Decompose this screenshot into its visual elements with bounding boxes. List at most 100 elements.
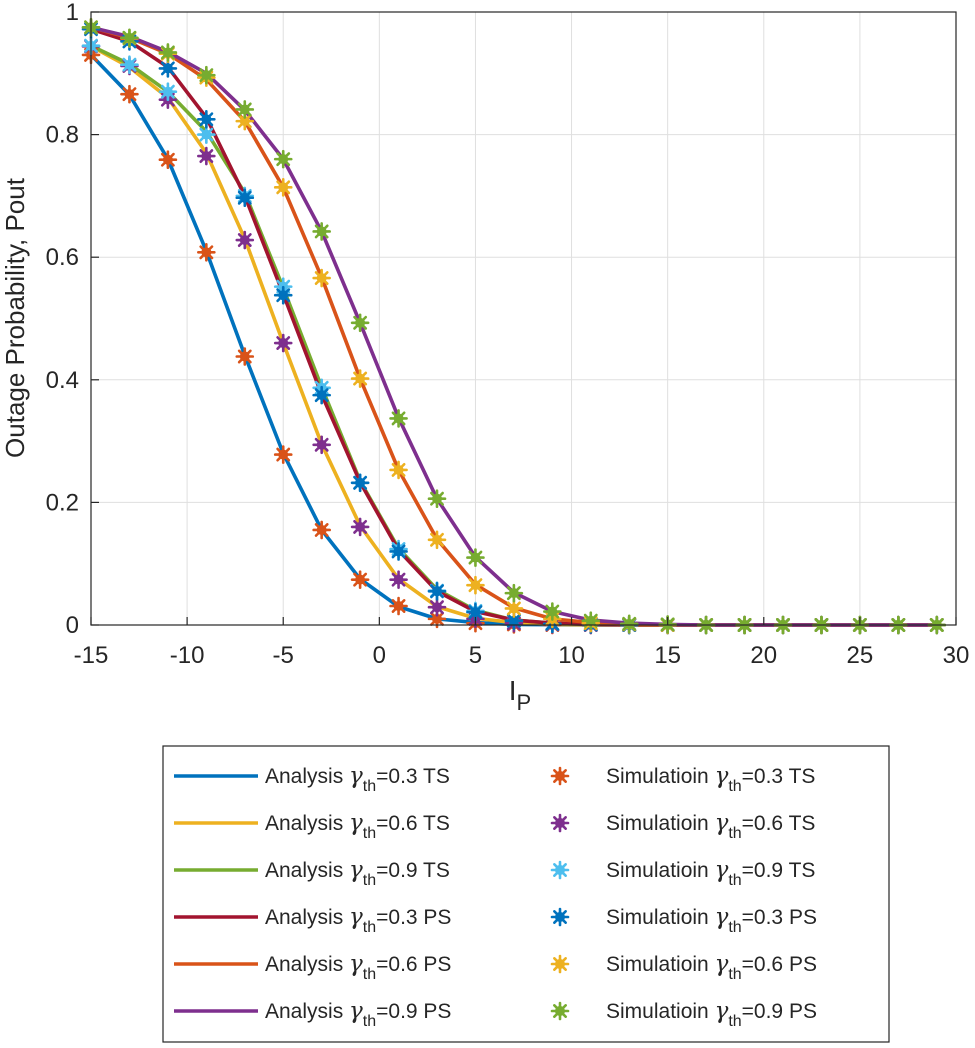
legend-label-analysis-2: Analysis γth=0.6 TS <box>265 810 450 842</box>
data-point <box>466 602 485 622</box>
data-point <box>120 28 139 48</box>
marker-spoke <box>553 863 567 877</box>
data-point <box>350 570 370 589</box>
legend-sub: th <box>728 919 741 936</box>
marker-spoke <box>199 112 214 127</box>
marker-spoke <box>276 180 291 195</box>
data-point <box>273 285 293 305</box>
marker-spoke <box>160 84 175 99</box>
legend-label-analysis-5: Analysis γth=0.6 PS <box>265 951 451 983</box>
marker-spoke <box>353 371 368 386</box>
legend-prefix: Analysis <box>265 859 349 882</box>
data-point <box>350 473 370 493</box>
data-point <box>197 242 216 262</box>
marker-spoke <box>391 462 406 477</box>
legend-marker-swatch <box>550 907 570 927</box>
data-point <box>350 517 370 537</box>
marker-spoke <box>391 544 406 559</box>
legend-suffix: =0.6 PS <box>742 953 817 976</box>
data-point <box>389 542 408 561</box>
legend-prefix: Analysis <box>265 812 349 835</box>
legend-greek: γ <box>349 810 363 836</box>
legend-suffix: =0.3 TS <box>376 765 450 788</box>
x-tick-label: 15 <box>654 642 681 669</box>
marker-spoke <box>553 1004 567 1018</box>
data-point <box>389 409 408 428</box>
data-point <box>312 385 331 405</box>
legend-box <box>162 745 890 1043</box>
legend-suffix: =0.3 TS <box>742 765 816 788</box>
legend-sub: th <box>363 919 376 936</box>
legend-greek: γ <box>349 951 363 977</box>
y-tick-label: 0 <box>66 612 79 639</box>
legend-sub: th <box>363 778 376 795</box>
legend-prefix: Analysis <box>265 1000 349 1023</box>
data-point <box>427 530 447 550</box>
data-point <box>312 520 331 540</box>
marker-spoke <box>199 149 214 164</box>
data-point <box>389 596 408 616</box>
legend-suffix: =0.9 PS <box>376 1000 451 1023</box>
marker-spoke <box>314 437 329 452</box>
data-point <box>120 84 139 104</box>
series-markers-6 <box>81 18 947 635</box>
legend-greek: γ <box>715 810 729 836</box>
marker-spoke <box>468 578 483 593</box>
data-point <box>427 609 447 629</box>
data-point <box>273 178 293 197</box>
legend-label-simulation-6: Simulatioin γth=0.9 PS <box>606 998 817 1030</box>
marker-spoke <box>553 769 567 783</box>
marker-spoke <box>391 411 406 426</box>
data-point <box>120 55 139 75</box>
legend-suffix: =0.3 PS <box>376 906 451 929</box>
data-point <box>389 570 408 589</box>
marker-spoke <box>506 601 521 616</box>
legend-greek: γ <box>349 904 363 930</box>
x-tick-label: 10 <box>558 642 585 669</box>
data-point <box>312 268 331 288</box>
marker-spoke <box>353 572 368 587</box>
data-point <box>504 583 524 603</box>
data-point <box>350 313 370 333</box>
marker-spoke <box>160 61 175 76</box>
data-point <box>619 614 639 634</box>
legend-greek: γ <box>715 951 729 977</box>
legend-suffix: =0.6 PS <box>376 953 451 976</box>
legend-greek: γ <box>715 857 729 883</box>
y-tick-label: 0.8 <box>46 122 79 149</box>
legend-marker-swatch <box>550 766 570 786</box>
data-point <box>466 575 485 595</box>
legend-suffix: =0.9 PS <box>742 1000 817 1023</box>
legend-greek: γ <box>715 904 729 930</box>
data-point <box>158 150 178 170</box>
legend-label-analysis-6: Analysis γth=0.9 PS <box>265 998 451 1030</box>
x-tick-label: 5 <box>469 642 482 669</box>
legend-label-analysis-1: Analysis γth=0.3 TS <box>265 763 450 795</box>
data-point <box>427 597 447 617</box>
marker-spoke <box>237 349 252 364</box>
data-point <box>235 100 255 119</box>
axis-ticks: -15 -10 -5 0 5 10 15 20 25 30 0 0.2 0.4 0.6 0.8 1 <box>46 0 970 669</box>
legend-prefix: Simulatioin <box>606 765 715 788</box>
marker-spoke <box>545 604 560 619</box>
y-tick-label: 0.4 <box>46 367 79 394</box>
marker-spoke <box>276 288 291 303</box>
marker-spoke <box>122 30 137 45</box>
legend-prefix: Simulatioin <box>606 812 715 835</box>
marker-spoke <box>553 957 567 971</box>
legend-sub: th <box>728 966 741 983</box>
legend-suffix: =0.6 TS <box>742 812 816 835</box>
marker-spoke <box>553 910 567 924</box>
x-tick-label: 0 <box>373 642 386 669</box>
marker-spoke <box>199 68 214 83</box>
y-tick-label: 0.2 <box>46 489 79 516</box>
data-point <box>197 65 216 85</box>
legend-sub: th <box>728 872 741 889</box>
data-point <box>312 222 331 241</box>
data-point <box>158 43 178 62</box>
x-tick-label: -5 <box>273 642 294 669</box>
data-point <box>273 445 293 464</box>
legend-sub: th <box>728 778 741 795</box>
x-tick-label: 30 <box>943 642 970 669</box>
